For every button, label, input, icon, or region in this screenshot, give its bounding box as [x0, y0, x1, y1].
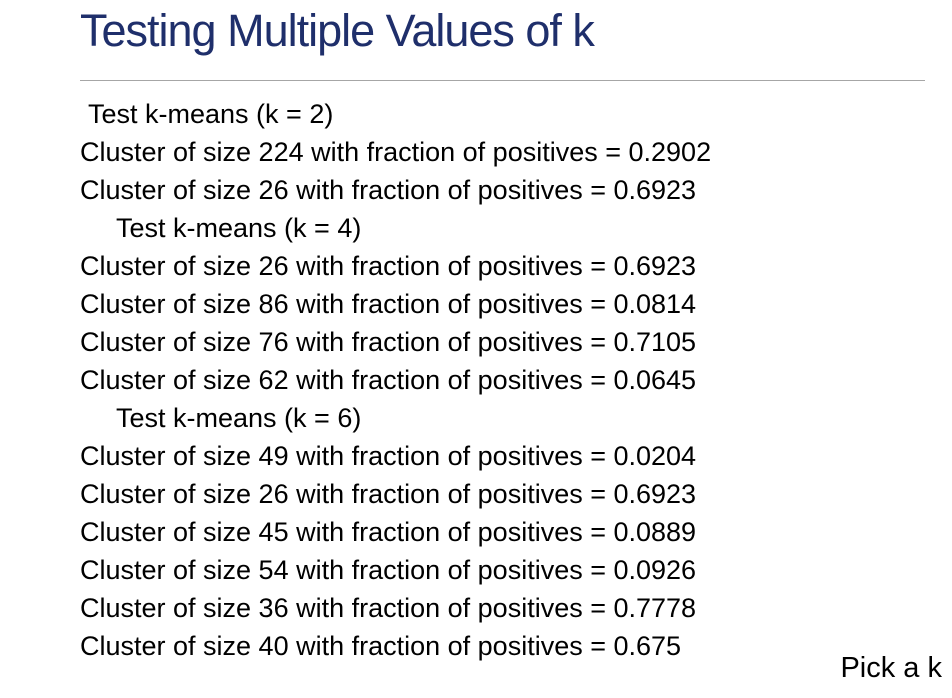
k4-cluster-line: Cluster of size 86 with fraction of posi…	[80, 289, 697, 319]
k4-cluster-line: Cluster of size 62 with fraction of posi…	[80, 365, 697, 395]
k4-cluster-line: Cluster of size 26 with fraction of posi…	[80, 251, 697, 281]
k6-cluster-line: Cluster of size 49 with fraction of posi…	[80, 441, 697, 471]
results-output: Test k-means (k = 2) Cluster of size 224…	[80, 95, 840, 665]
k4-cluster-line: Cluster of size 76 with fraction of posi…	[80, 327, 697, 357]
footer-note: Pick a k	[840, 652, 942, 684]
title-divider	[80, 80, 925, 81]
k6-cluster-line: Cluster of size 40 with fraction of posi…	[80, 631, 682, 661]
k6-cluster-line: Cluster of size 54 with fraction of posi…	[80, 555, 697, 585]
k6-cluster-line: Cluster of size 36 with fraction of posi…	[80, 593, 697, 623]
k6-cluster-line: Cluster of size 45 with fraction of posi…	[80, 517, 697, 547]
k6-cluster-line: Cluster of size 26 with fraction of posi…	[80, 479, 697, 509]
slide-title: Testing Multiple Values of k	[80, 5, 595, 56]
k2-cluster-line: Cluster of size 26 with fraction of posi…	[80, 175, 697, 205]
k4-header: Test k-means (k = 4)	[116, 213, 362, 243]
k2-header: Test k-means (k = 2)	[88, 99, 334, 129]
k6-header: Test k-means (k = 6)	[116, 403, 362, 433]
k2-cluster-line: Cluster of size 224 with fraction of pos…	[80, 137, 712, 167]
